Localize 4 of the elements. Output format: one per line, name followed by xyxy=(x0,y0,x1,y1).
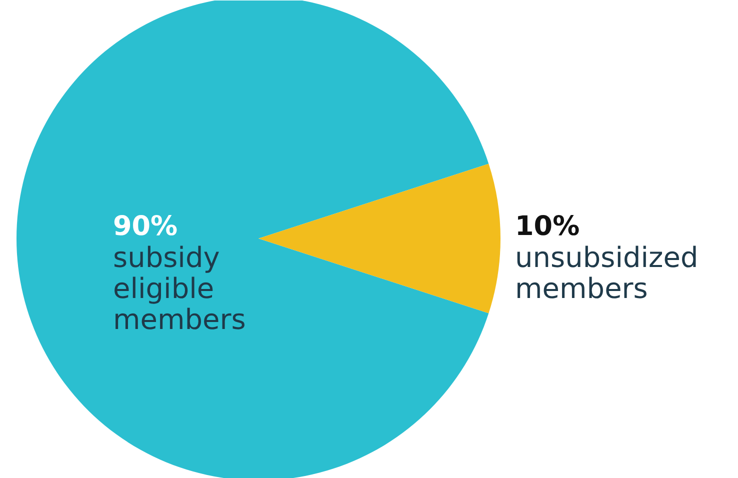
data-label: 90% xyxy=(112,211,178,242)
slice-label: unsubsidized members xyxy=(515,241,698,305)
slice-label: subsidy eligible members xyxy=(112,241,246,336)
data-label: 10% xyxy=(515,211,580,242)
